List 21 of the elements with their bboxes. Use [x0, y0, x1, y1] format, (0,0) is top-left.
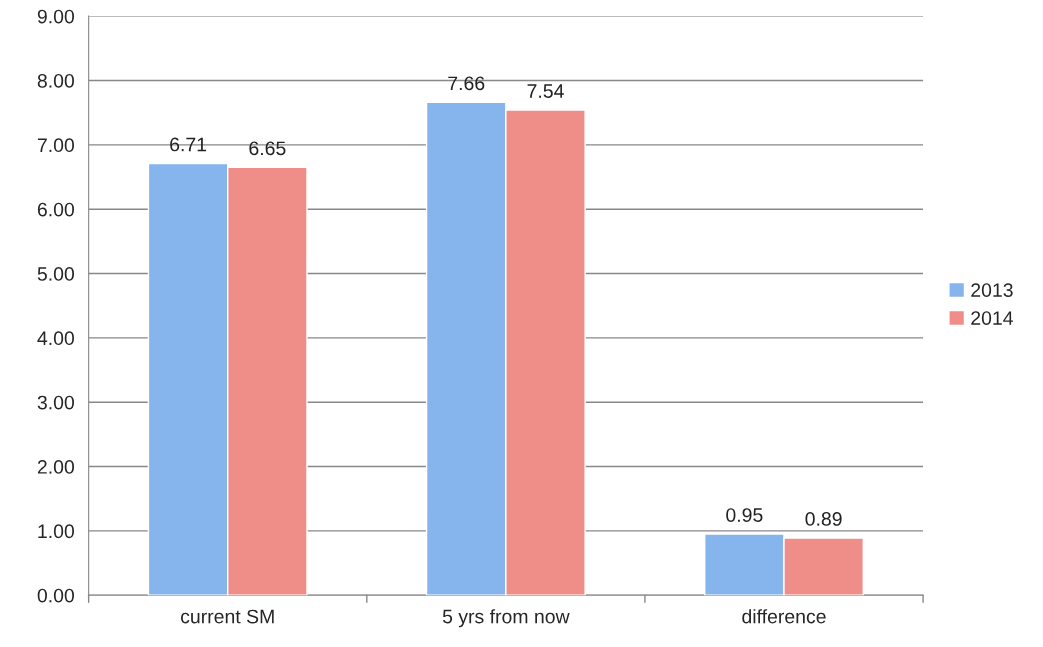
data-label: 7.54 — [527, 84, 564, 98]
legend-label: 2013 — [971, 283, 1013, 297]
data-label: 0.95 — [726, 508, 763, 522]
y-tick-label: 9.00 — [37, 9, 75, 24]
y-tick-label: 7.00 — [37, 138, 75, 153]
legend-label: 2014 — [971, 311, 1013, 325]
data-label: 7.66 — [448, 76, 485, 91]
y-tick-label: 0.00 — [37, 588, 75, 603]
y-tick-label: 8.00 — [37, 73, 75, 88]
x-tick-label: 5 yrs from now — [442, 609, 570, 628]
data-label: 6.65 — [249, 141, 286, 156]
data-label: 6.71 — [170, 137, 207, 152]
data-label: 0.89 — [805, 512, 842, 526]
x-tick-label: current SM — [181, 609, 274, 624]
y-tick-label: 3.00 — [37, 395, 75, 410]
y-tick-label: 2.00 — [37, 460, 75, 474]
x-tick-label: difference — [742, 609, 826, 624]
y-tick-label: 6.00 — [37, 202, 75, 217]
y-tick-label: 5.00 — [37, 267, 75, 281]
y-tick-label: 4.00 — [37, 331, 75, 346]
y-tick-label: 1.00 — [38, 524, 75, 539]
